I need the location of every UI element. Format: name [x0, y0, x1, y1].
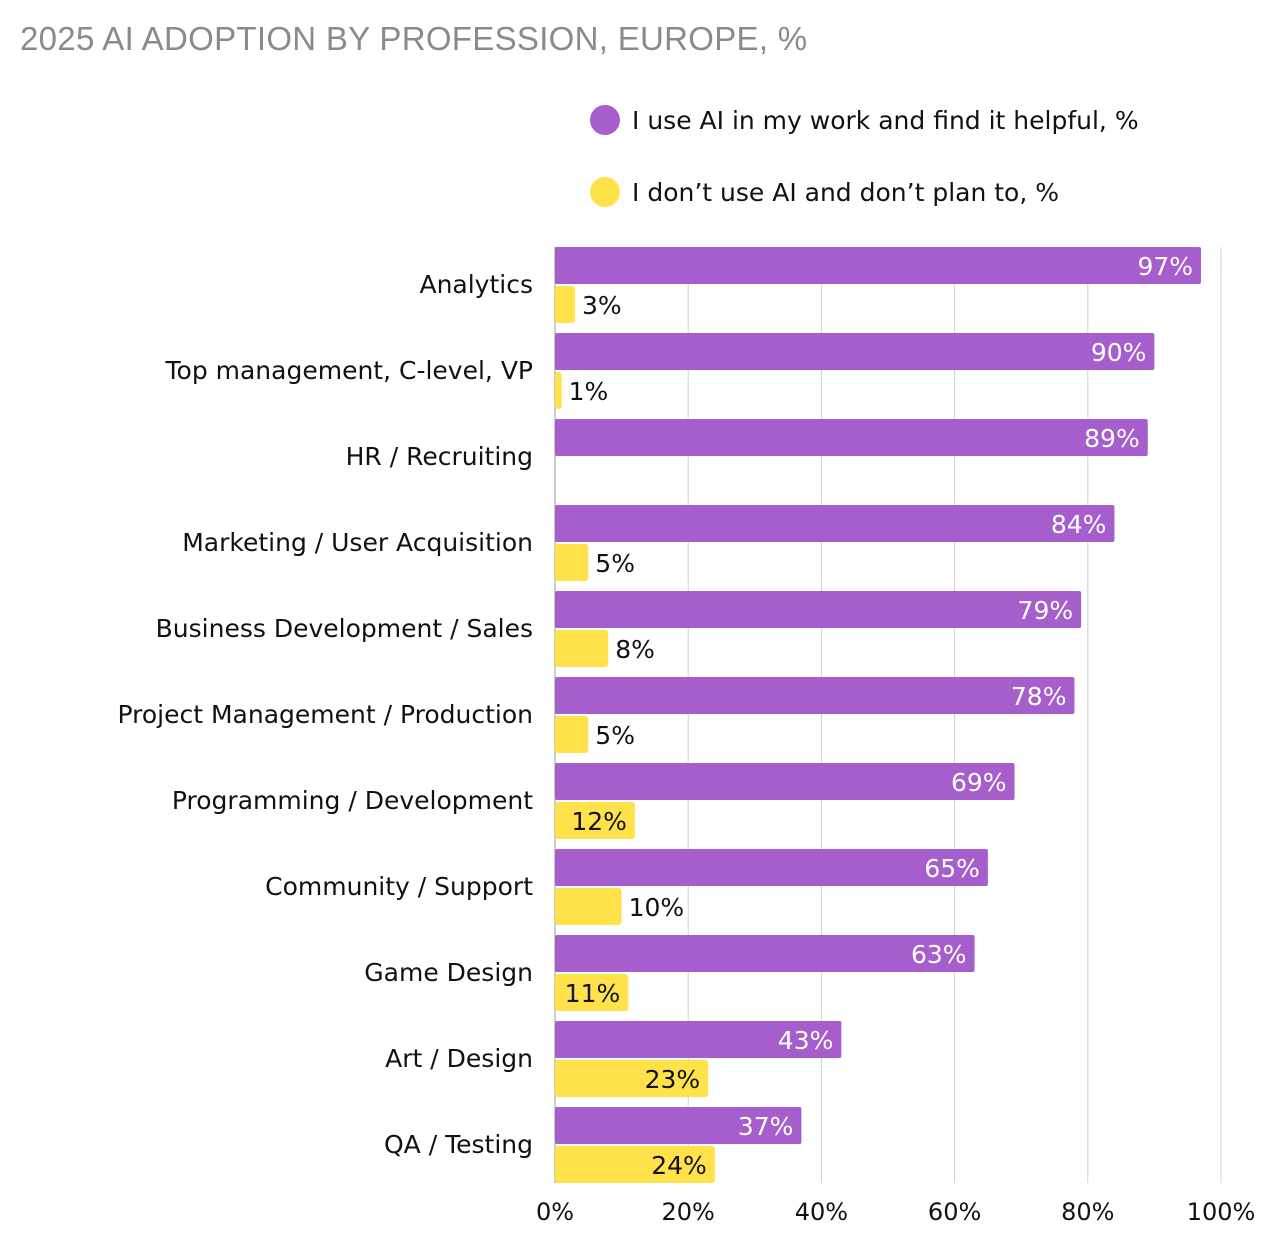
data-label: 5% [595, 549, 635, 578]
data-label: 97% [1137, 252, 1193, 281]
bar-no-ai [555, 286, 575, 323]
bar-no-ai [555, 802, 635, 839]
data-label: 69% [951, 768, 1007, 797]
category-label: QA / Testing [384, 1130, 533, 1159]
x-tick-label: 40% [795, 1198, 848, 1226]
data-label: 8% [615, 635, 655, 664]
data-label: 84% [1051, 510, 1107, 539]
legend-item-use-ai: I use AI in my work and find it helpful,… [590, 105, 1139, 135]
category-label: Art / Design [385, 1044, 533, 1073]
bar-no-ai [555, 716, 589, 753]
category-label: Analytics [419, 270, 533, 299]
data-label: 5% [595, 721, 635, 750]
data-label: 1% [569, 377, 609, 406]
bar-no-ai [555, 544, 589, 581]
data-label: 78% [1011, 682, 1067, 711]
data-label: 79% [1018, 596, 1074, 625]
data-label: 90% [1091, 338, 1147, 367]
x-tick-label: 60% [928, 1198, 981, 1226]
chart-title: 2025 AI ADOPTION BY PROFESSION, EUROPE, … [20, 20, 808, 57]
category-label: Community / Support [265, 872, 533, 901]
category-label: Business Development / Sales [156, 614, 533, 643]
x-tick-label: 100% [1187, 1198, 1256, 1226]
legend-swatch-yellow [590, 177, 620, 207]
category-label: Project Management / Production [118, 700, 534, 729]
legend-swatch-purple [590, 105, 620, 135]
x-tick-label: 0% [536, 1198, 574, 1226]
category-label: Top management, C-level, VP [165, 356, 534, 385]
data-label: 37% [738, 1112, 794, 1141]
legend-label: I don’t use AI and don’t plan to, % [632, 177, 1060, 207]
data-label: 89% [1084, 424, 1140, 453]
bar-no-ai [555, 630, 609, 667]
bar-no-ai [555, 1146, 715, 1183]
data-label: 65% [924, 854, 980, 883]
bar-no-ai [555, 1060, 709, 1097]
bar-use-ai [555, 763, 1015, 800]
bar-use-ai [555, 935, 975, 972]
bar-no-ai [555, 888, 622, 925]
legend-item-no-ai: I don’t use AI and don’t plan to, % [590, 177, 1059, 207]
category-label: HR / Recruiting [346, 442, 533, 471]
bar-use-ai [555, 1107, 802, 1144]
data-label: 24% [651, 1151, 707, 1180]
category-label: Programming / Development [172, 786, 533, 815]
data-label: 10% [629, 893, 685, 922]
legend-label: I use AI in my work and find it helpful,… [632, 105, 1139, 135]
bar-no-ai [555, 974, 629, 1011]
category-label: Marketing / User Acquisition [182, 528, 533, 557]
data-label: 3% [582, 291, 622, 320]
bar-use-ai [555, 1021, 842, 1058]
bar-use-ai [555, 505, 1115, 542]
category-label: Game Design [364, 958, 533, 987]
bar-no-ai [555, 372, 562, 409]
bar-use-ai [555, 419, 1148, 456]
bar-use-ai [555, 849, 988, 886]
data-label: 63% [911, 940, 967, 969]
data-label: 11% [565, 979, 621, 1008]
bar-use-ai [555, 591, 1082, 628]
bar-use-ai [555, 333, 1155, 370]
data-label: 12% [571, 807, 627, 836]
bar-use-ai [555, 247, 1202, 284]
x-tick-label: 80% [1061, 1198, 1114, 1226]
data-label: 43% [778, 1026, 834, 1055]
data-label: 23% [645, 1065, 701, 1094]
x-tick-label: 20% [662, 1198, 715, 1226]
bar-use-ai [555, 677, 1075, 714]
